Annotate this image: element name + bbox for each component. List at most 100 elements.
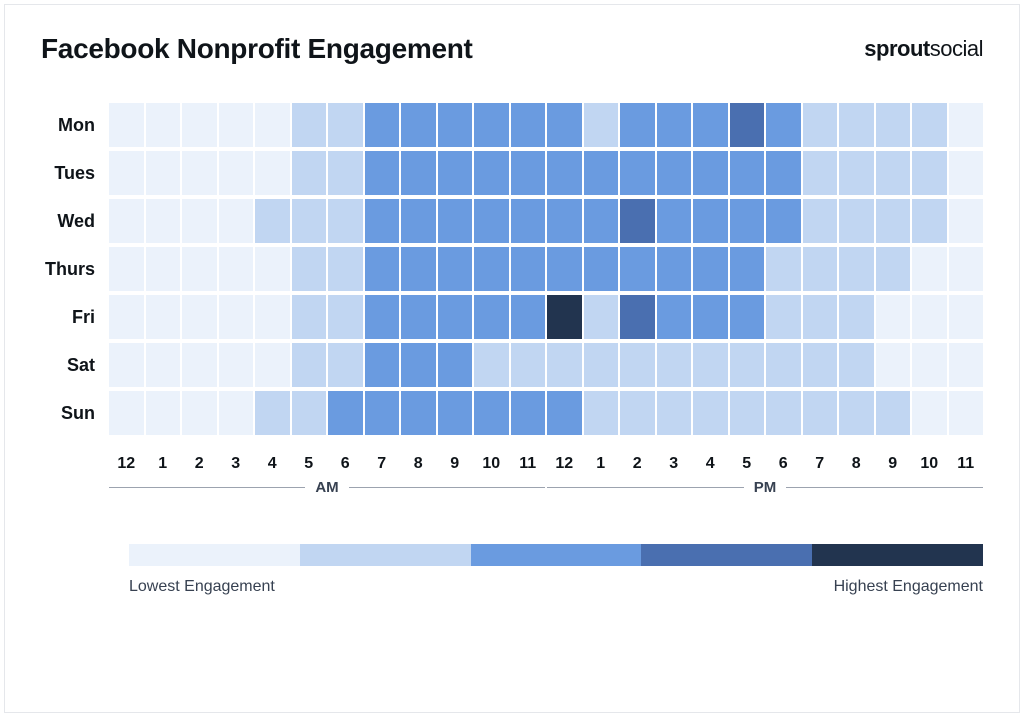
hour-label: 8 [401,455,436,473]
legend-low-label: Lowest Engagement [129,578,275,596]
heatmap-cell [292,151,327,195]
ampm-axis: AMPM [41,479,983,496]
legend-high-label: Highest Engagement [834,578,983,596]
heatmap-row: Mon [41,103,983,147]
hour-label: 12 [109,455,144,473]
heatmap-cell [401,103,436,147]
heatmap-cell [803,343,838,387]
heatmap-cell [401,295,436,339]
heatmap-cell [474,247,509,291]
heatmap-cells [109,343,983,387]
heatmap-cell [803,103,838,147]
hour-label: 1 [146,455,181,473]
heatmap-cell [657,391,692,435]
heatmap-cell [912,343,947,387]
heatmap-cell [766,103,801,147]
hour-label: 11 [511,455,546,473]
chart-frame: Facebook Nonprofit Engagement sproutsoci… [4,4,1020,713]
heatmap-cell [474,199,509,243]
heatmap-cell [620,247,655,291]
ampm-label: PM [754,479,777,496]
heatmap-cell [730,151,765,195]
heatmap-cells [109,295,983,339]
heatmap-cell [401,247,436,291]
heatmap-cell [438,295,473,339]
legend-bar [129,544,983,566]
chart-title: Facebook Nonprofit Engagement [41,33,473,65]
heatmap-cell [255,295,290,339]
legend-segment [641,544,812,566]
heatmap-cell [657,151,692,195]
heatmap-cell [766,199,801,243]
heatmap-cell [511,103,546,147]
heatmap-cell [438,151,473,195]
heatmap-cell [584,295,619,339]
heatmap-cell [146,199,181,243]
heatmap-cell [438,199,473,243]
hour-label: 4 [255,455,290,473]
heatmap-cell [620,343,655,387]
legend-segment [812,544,983,566]
hour-label: 11 [949,455,984,473]
heatmap-cells [109,103,983,147]
heatmap: MonTuesWedThursFriSatSun 121234567891011… [41,103,983,496]
heatmap-cell [730,343,765,387]
heatmap-cell [401,151,436,195]
heatmap-cell [328,295,363,339]
heatmap-cell [949,295,984,339]
heatmap-cell [584,247,619,291]
heatmap-cell [693,199,728,243]
heatmap-cell [730,295,765,339]
heatmap-cell [511,295,546,339]
heatmap-cell [876,199,911,243]
heatmap-row: Sat [41,343,983,387]
heatmap-cell [328,199,363,243]
heatmap-cell [620,391,655,435]
heatmap-cell [766,247,801,291]
heatmap-cell [949,247,984,291]
heatmap-row: Wed [41,199,983,243]
heatmap-cell [109,151,144,195]
heatmap-cell [949,103,984,147]
heatmap-cell [547,247,582,291]
hour-label: 2 [620,455,655,473]
heatmap-cell [328,391,363,435]
heatmap-cell [474,151,509,195]
axis-spacer [41,455,109,473]
heatmap-cell [219,151,254,195]
heatmap-cell [803,295,838,339]
heatmap-cell [438,247,473,291]
heatmap-cell [365,295,400,339]
heatmap-cell [876,343,911,387]
heatmap-cell [620,103,655,147]
heatmap-cell [912,103,947,147]
hour-label: 9 [438,455,473,473]
heatmap-cell [438,343,473,387]
day-label: Mon [41,115,109,136]
heatmap-cell [511,199,546,243]
heatmap-cell [693,295,728,339]
heatmap-cells [109,247,983,291]
heatmap-cell [365,103,400,147]
heatmap-cell [547,343,582,387]
hour-label: 9 [876,455,911,473]
hour-label: 6 [766,455,801,473]
heatmap-cell [876,295,911,339]
brand-logo: sproutsocial [864,36,983,62]
hour-label: 4 [693,455,728,473]
day-label: Sat [41,355,109,376]
heatmap-cell [766,295,801,339]
hour-label: 5 [730,455,765,473]
heatmap-cell [219,103,254,147]
day-label: Fri [41,307,109,328]
heatmap-cell [292,391,327,435]
heatmap-cell [474,391,509,435]
heatmap-cell [803,247,838,291]
heatmap-cell [766,343,801,387]
heatmap-cell [803,151,838,195]
legend-segment [471,544,642,566]
heatmap-cell [219,391,254,435]
heatmap-cell [292,295,327,339]
heatmap-cell [328,343,363,387]
heatmap-cell [328,247,363,291]
